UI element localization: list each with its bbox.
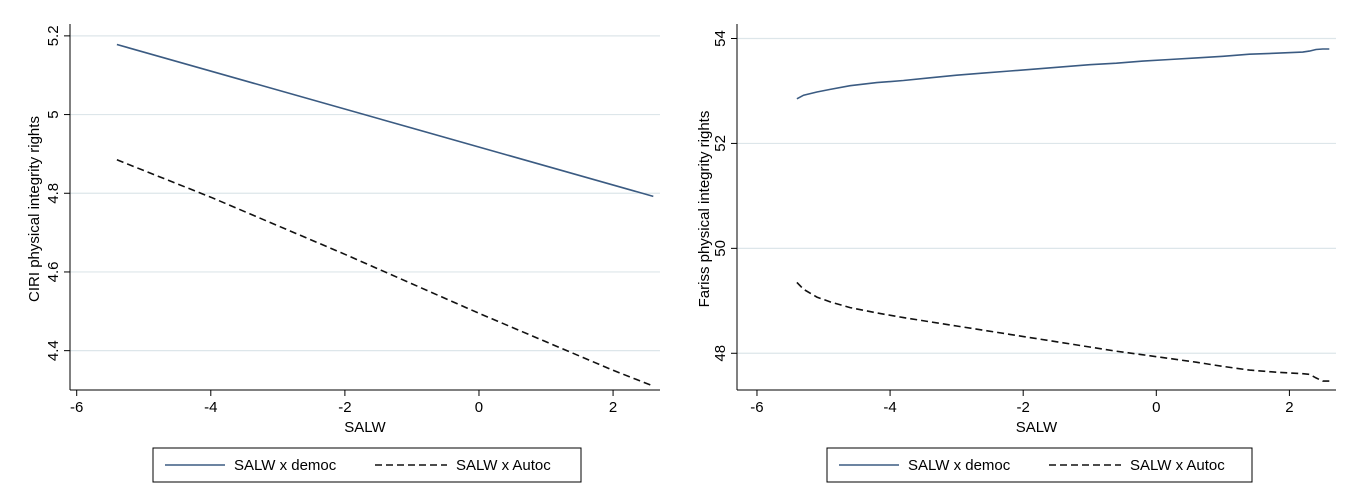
chart1-x-axis-label: SALW bbox=[344, 419, 386, 436]
chart1-legend-label-autoc: SALW x Autoc bbox=[456, 457, 551, 474]
chart1-y-tick-label: 5.2 bbox=[45, 25, 62, 46]
chart1-y-tick-label: 5 bbox=[45, 110, 62, 118]
chart1-x-tick-label: 0 bbox=[475, 399, 483, 416]
chart2-x-axis-label: SALW bbox=[1016, 419, 1058, 436]
chart1-legend-label-democ: SALW x democ bbox=[234, 457, 337, 474]
chart2-legend-label-democ: SALW x democ bbox=[908, 457, 1011, 474]
chart1-x-tick-label: 2 bbox=[609, 399, 617, 416]
chart2-series-line-autoc bbox=[797, 282, 1329, 381]
chart2-x-tick-label: -6 bbox=[750, 399, 763, 416]
chart2-y-tick-label: 50 bbox=[712, 240, 729, 257]
chart2-legend-label-autoc: SALW x Autoc bbox=[1130, 457, 1225, 474]
chart1-y-tick-label: 4.4 bbox=[45, 340, 62, 361]
chart2-x-tick-label: 0 bbox=[1152, 399, 1160, 416]
chart1-y-tick-label: 4.8 bbox=[45, 183, 62, 204]
chart2-y-tick-label: 48 bbox=[712, 345, 729, 362]
chart1-x-tick-label: -6 bbox=[70, 399, 83, 416]
chart2-y-tick-label: 54 bbox=[712, 30, 729, 47]
chart1-series-line-democ bbox=[117, 45, 653, 197]
chart2-x-tick-label: -2 bbox=[1017, 399, 1030, 416]
chart2-y-tick-label: 52 bbox=[712, 135, 729, 152]
chart1-y-tick-label: 4.6 bbox=[45, 262, 62, 283]
chart2-x-tick-label: -4 bbox=[883, 399, 896, 416]
chart2-y-axis-label: Fariss physical integrity rights bbox=[696, 111, 713, 308]
chart1-y-axis-label: CIRI physical integrity rights bbox=[26, 116, 43, 302]
chart1-x-tick-label: -4 bbox=[204, 399, 217, 416]
chart1-x-tick-label: -2 bbox=[338, 399, 351, 416]
chart2-x-tick-label: 2 bbox=[1285, 399, 1293, 416]
chart2-series-line-democ bbox=[797, 49, 1329, 99]
